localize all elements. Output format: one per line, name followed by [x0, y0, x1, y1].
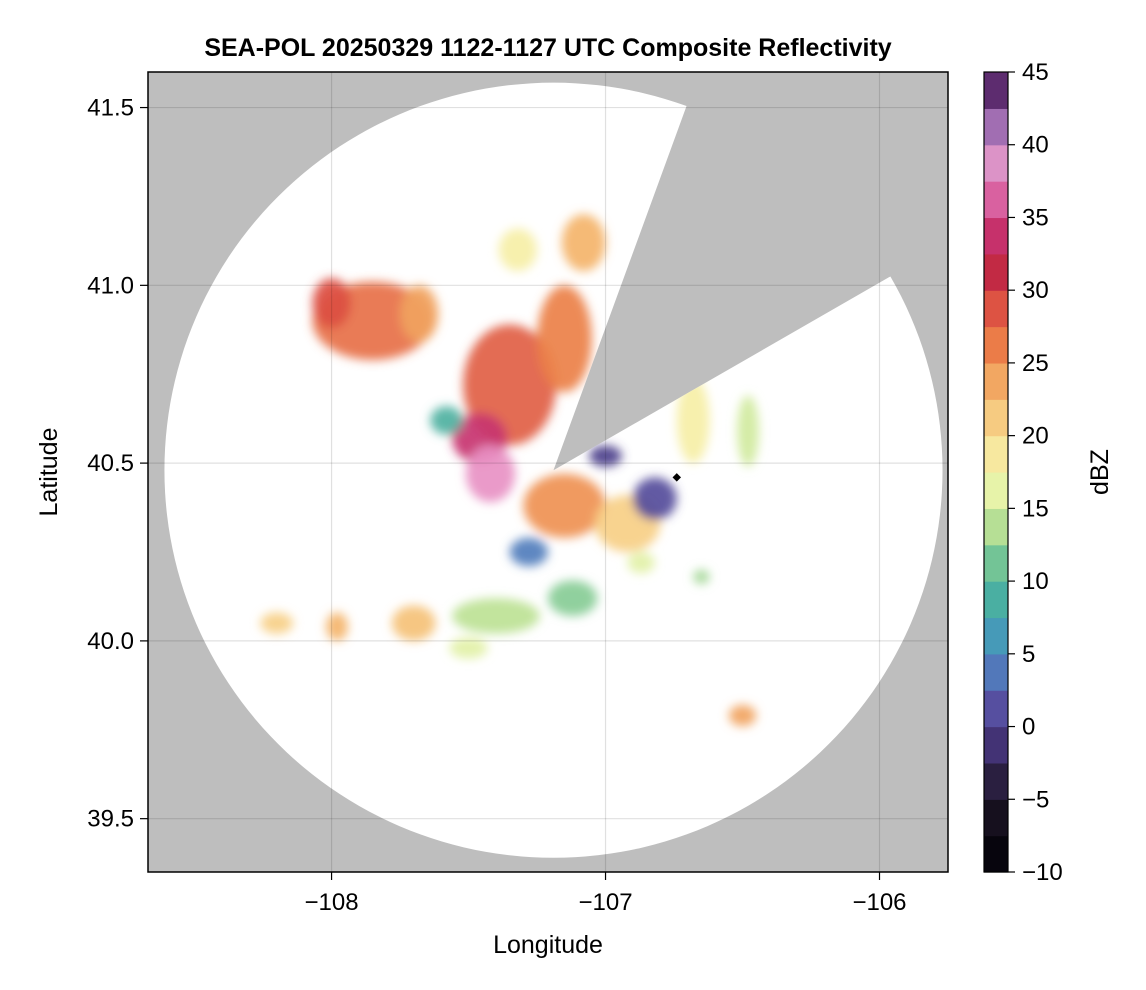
y-tick-label-1: 39.5: [87, 806, 134, 833]
echo-cell-25: [627, 552, 655, 574]
echo-cell-18: [452, 598, 540, 634]
echo-cell-14: [589, 445, 622, 467]
colorbar-tick-label-8: 25: [1022, 350, 1049, 377]
colorbar-label: dBZ: [1086, 449, 1114, 495]
reflectivity-echoes: [260, 214, 759, 727]
colorbar-bin-3: [984, 762, 1008, 800]
echo-cell-group: [260, 214, 759, 727]
echo-cell-20: [391, 605, 436, 641]
x-axis: −108 −107 −106: [305, 872, 907, 916]
echo-cell-21: [326, 612, 349, 641]
colorbar-tick-label-2: −5: [1022, 786, 1049, 813]
echo-cell-3: [400, 285, 439, 343]
echo-cell-24: [728, 704, 757, 727]
echo-cell-5: [537, 285, 592, 392]
y-tick-label-5: 41.5: [87, 95, 134, 122]
colorbar-bin-5: [984, 690, 1008, 728]
colorbar-bin-9: [984, 544, 1008, 582]
colorbar-bin-16: [984, 290, 1008, 328]
echo-cell-6: [561, 214, 606, 272]
colorbar-bin-15: [984, 326, 1008, 364]
echo-cell-23: [449, 637, 488, 659]
x-tick-label-3: −106: [852, 889, 906, 916]
echo-cell-15: [509, 537, 548, 567]
x-tick-label-2: −107: [579, 889, 633, 916]
y-tick-label-2: 40.0: [87, 628, 134, 655]
radar-site-marker: [672, 473, 682, 482]
colorbar-tick-label-7: 20: [1022, 423, 1049, 450]
y-axis: 39.5 40.0 40.5 41.0 41.5: [87, 95, 148, 833]
echo-cell-19: [548, 580, 598, 616]
y-tick-label-4: 41.0: [87, 272, 134, 299]
colorbar-tick-label-6: 15: [1022, 495, 1049, 522]
colorbar-bin-2: [984, 799, 1008, 837]
colorbar-bin-6: [984, 653, 1008, 691]
colorbar-tick-label-5: 10: [1022, 568, 1049, 595]
colorbar-tick-label-11: 40: [1022, 132, 1049, 159]
colorbar-bin-14: [984, 362, 1008, 400]
x-tick-label-1: −108: [305, 889, 359, 916]
colorbar-frame: [983, 71, 1009, 873]
colorbar-bin-21: [984, 108, 1008, 146]
chart-title: SEA-POL 20250329 1122-1127 UTC Composite…: [204, 34, 891, 62]
colorbar-tick-label-3: 0: [1022, 714, 1035, 741]
colorbar-bin-20: [984, 144, 1008, 182]
colorbar-bin-13: [984, 399, 1008, 437]
echo-cell-26: [693, 569, 710, 585]
echo-cell-9: [465, 445, 516, 503]
echo-cell-17: [737, 395, 759, 467]
echo-cell-10: [523, 473, 606, 538]
colorbar-bin-12: [984, 435, 1008, 473]
echo-cell-2: [312, 278, 351, 328]
colorbar-bin-19: [984, 181, 1008, 219]
colorbar-ticks: −10 −5 0 5 10 15 20 25 30 35 40 45: [1008, 59, 1063, 886]
colorbar-bin-18: [984, 217, 1008, 255]
colorbar-bin-8: [984, 581, 1008, 619]
grid-lines: [148, 72, 948, 872]
plot-area: [148, 72, 948, 872]
y-tick-label-3: 40.5: [87, 450, 134, 477]
colorbar: −10 −5 0 5 10 15 20 25 30 35 40 45 dBZ: [983, 59, 1114, 886]
colorbar-bin-11: [984, 472, 1008, 509]
colorbar-bin-10: [984, 508, 1008, 546]
echo-cell-7: [498, 228, 538, 272]
colorbar-tick-label-4: 5: [1022, 641, 1035, 668]
colorbar-bin-22: [984, 72, 1008, 109]
colorbar-tick-label-1: −10: [1022, 859, 1063, 886]
echo-cell-22: [260, 612, 294, 634]
colorbar-bin-17: [984, 253, 1008, 291]
colorbar-bin-1: [984, 835, 1008, 873]
x-axis-label: Longitude: [493, 931, 603, 959]
colorbar-bin-4: [984, 726, 1008, 764]
echo-cell-13: [632, 477, 677, 520]
colorbar-tick-label-10: 35: [1022, 204, 1049, 231]
echo-cell-12: [430, 406, 464, 435]
colorbar-bins: [984, 72, 1008, 873]
plot-frame: [147, 71, 949, 873]
echo-cell-16: [676, 377, 710, 464]
colorbar-bin-7: [984, 617, 1008, 655]
colorbar-tick-label-12: 45: [1022, 59, 1049, 86]
colorbar-tick-label-9: 30: [1022, 277, 1049, 304]
radar-coverage-area: [164, 82, 943, 858]
y-axis-label: Latitude: [35, 428, 63, 517]
